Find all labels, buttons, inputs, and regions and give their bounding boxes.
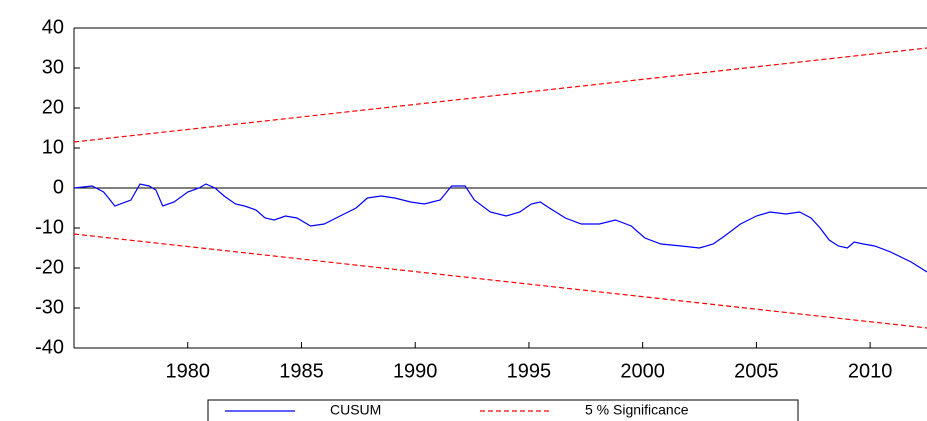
- x-tick-label: 2000: [620, 360, 665, 382]
- chart: -40 -30 -20 -10 0 10 20 30 40 1980 1985 1990 1995 200…: [0, 0, 927, 421]
- y-tick-label: 20: [42, 96, 64, 118]
- x-tick-label: 2010: [848, 360, 893, 382]
- y-tick-label: 10: [42, 136, 64, 158]
- x-tick-label: 1985: [279, 360, 324, 382]
- y-tick-label: -20: [35, 256, 64, 278]
- legend-label: CUSUM: [330, 402, 381, 418]
- x-tick-label: 2005: [734, 360, 779, 382]
- y-tick-label: 0: [53, 176, 64, 198]
- series-line: [74, 234, 927, 328]
- y-tick-label: -30: [35, 296, 64, 318]
- series-line: [74, 48, 927, 142]
- legend-label: 5 % Significance: [585, 402, 689, 418]
- y-tick-label: -40: [35, 336, 64, 358]
- x-tick-label: 1980: [165, 360, 210, 382]
- y-tick-label: -10: [35, 216, 64, 238]
- legend-box: [208, 400, 798, 421]
- y-tick-label: 40: [42, 16, 64, 38]
- y-tick-label: 30: [42, 56, 64, 78]
- x-tick-label: 1990: [393, 360, 438, 382]
- series-line: [74, 184, 927, 272]
- x-tick-label: 1995: [507, 360, 552, 382]
